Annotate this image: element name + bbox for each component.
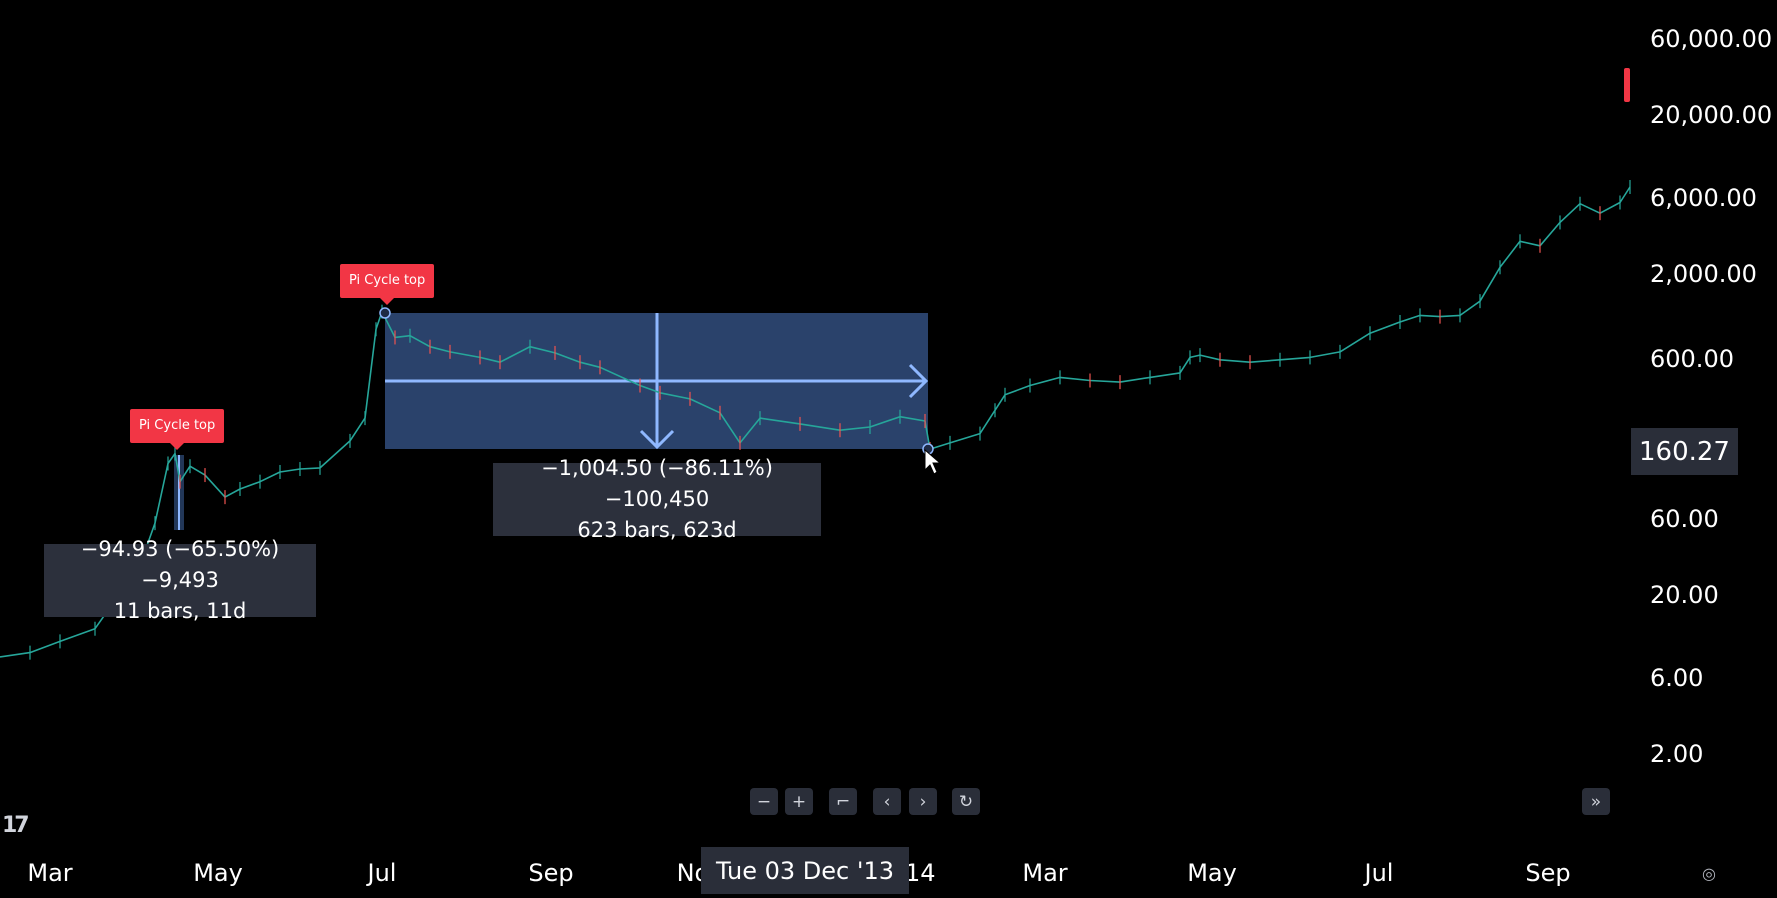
minus-icon: − [756, 791, 772, 812]
x-tick-label: Jul [366, 859, 397, 887]
y-tick-label: 20.00 [1650, 581, 1719, 609]
fit-icon: ⌐ [835, 791, 851, 812]
go-realtime-button[interactable]: » [1582, 788, 1610, 815]
y-tick-label: 2.00 [1650, 740, 1703, 768]
x-tick-label: May [193, 859, 243, 887]
reset-scale-button[interactable]: ⌐ [829, 788, 857, 815]
x-tick-label: Sep [1525, 859, 1570, 887]
pi-cycle-tag-1: Pi Cycle top [130, 409, 225, 450]
scroll-left-button[interactable]: ‹ [873, 788, 901, 815]
measure-info-1-line1: −94.93 (−65.50%) −9,493 [80, 537, 280, 592]
y-tick-label: 60,000.00 [1650, 25, 1772, 53]
y-tick-label: 60.00 [1650, 505, 1719, 533]
tradingview-logo: 17 [2, 813, 30, 838]
y-tick-label: 20,000.00 [1650, 101, 1772, 129]
y-tick-label: 2,000.00 [1650, 260, 1757, 288]
y-tick-label: 6,000.00 [1650, 184, 1757, 212]
scroll-right-button[interactable]: › [909, 788, 937, 815]
x-tick-label: Mar [27, 859, 72, 887]
measure-info-1-line2: 11 bars, 11d [113, 599, 247, 623]
zoom-in-button[interactable]: + [785, 788, 813, 815]
double-chevron-right-icon: » [1590, 791, 1602, 812]
chevron-right-icon: › [919, 791, 927, 812]
plus-icon: + [791, 791, 807, 812]
zoom-out-button[interactable]: − [750, 788, 778, 815]
settings-icon[interactable]: ◎ [1702, 864, 1716, 883]
measure-info-1: −94.93 (−65.50%) −9,493 11 bars, 11d [44, 537, 316, 623]
arrow-right-icon [908, 363, 929, 399]
y-tick-label: 600.00 [1650, 345, 1734, 373]
x-tick-label: Mar [1022, 859, 1067, 887]
measure-info-2-line2: 623 bars, 623d [577, 518, 737, 542]
x-tick-label: Sep [528, 859, 573, 887]
measure-info-2: −1,004.50 (−86.11%) −100,450 623 bars, 6… [493, 456, 821, 542]
crosshair-date-label: Tue 03 Dec '13 [701, 847, 909, 894]
refresh-icon: ↻ [958, 791, 974, 812]
arrow-down-icon [639, 429, 675, 450]
y-tick-label: 6.00 [1650, 664, 1703, 692]
reset-chart-button[interactable]: ↻ [952, 788, 980, 815]
chevron-left-icon: ‹ [883, 791, 891, 812]
x-tick-label: May [1187, 859, 1237, 887]
alert-marker [1624, 68, 1630, 102]
measure-anchor-start[interactable] [379, 307, 391, 319]
axis-mask [1640, 826, 1777, 898]
pi-cycle-tag-2: Pi Cycle top [340, 264, 435, 305]
last-price-label: 160.27 [1631, 428, 1738, 475]
mouse-cursor-icon [924, 448, 942, 475]
x-tick-label: Jul [1363, 859, 1394, 887]
measure-info-2-line1: −1,004.50 (−86.11%) −100,450 [541, 456, 773, 511]
